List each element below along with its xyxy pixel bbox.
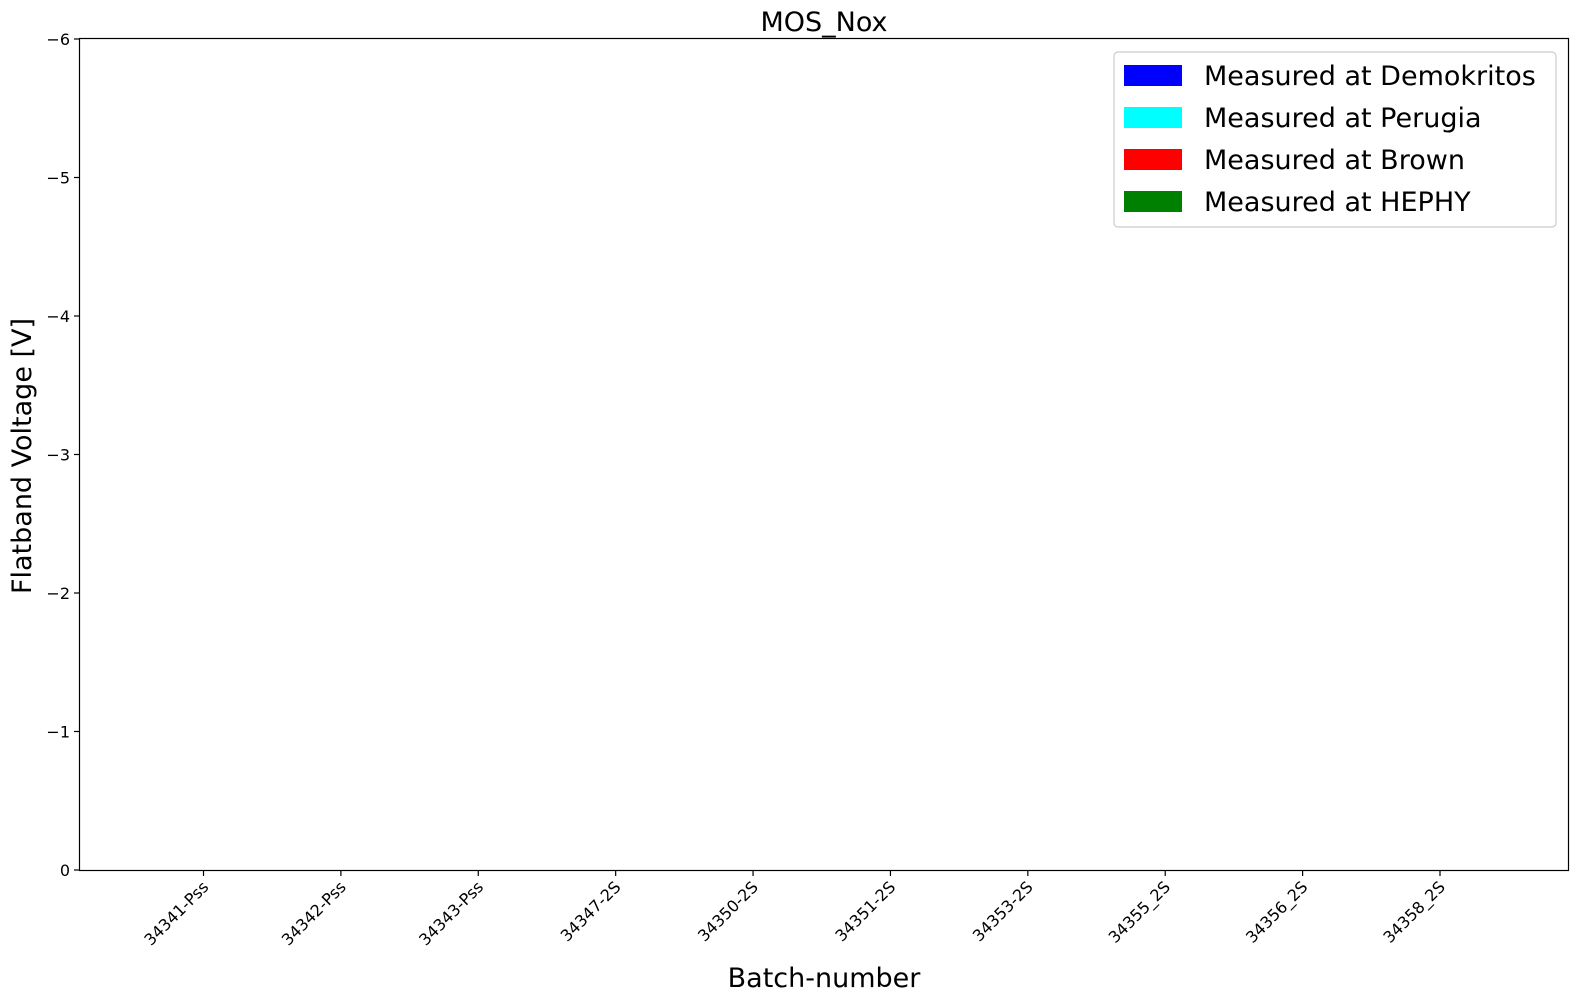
chart-title: MOS_Nox — [760, 7, 887, 38]
x-tick-label: 34342-Pss — [278, 877, 350, 949]
legend-label: Measured at Demokritos — [1204, 61, 1536, 92]
y-tick-label: −4 — [46, 307, 70, 326]
legend-swatch — [1124, 149, 1182, 170]
x-tick-label: 34358_2S — [1379, 877, 1449, 947]
x-axis: 34341-Pss 34342-Pss 34343-Pss 34347-2S 34350… — [140, 870, 1450, 949]
legend-label: Measured at HEPHY — [1204, 187, 1471, 218]
x-tick-label: 34350-2S — [694, 877, 762, 945]
x-tick-label: 34343-Pss — [415, 877, 487, 949]
y-tick-label: −1 — [46, 723, 70, 742]
legend-swatch — [1124, 107, 1182, 128]
y-axis-title: Flatband Voltage [V] — [7, 318, 38, 594]
y-tick-label: 0 — [60, 861, 70, 880]
legend-frame — [1113, 51, 1557, 228]
y-tick-label: −5 — [46, 169, 70, 188]
x-tick-label: 34355_2S — [1105, 877, 1175, 947]
y-tick-label: −6 — [46, 30, 70, 49]
y-tick-label: −3 — [46, 446, 70, 465]
x-tick-label: 34353-2S — [969, 877, 1037, 945]
legend-label: Measured at Perugia — [1204, 103, 1482, 134]
x-tick-label: 34356_2S — [1242, 877, 1312, 947]
legend-swatch — [1124, 191, 1182, 212]
y-axis: 0 −1 −2 −3 −4 −5 −6 — [46, 30, 80, 880]
x-tick-label: 34341-Pss — [140, 877, 212, 949]
legend-swatch — [1124, 65, 1182, 86]
x-tick-label: 34347-2S — [557, 877, 625, 945]
x-tick-label: 34351-2S — [831, 877, 899, 945]
x-axis-title: Batch-number — [728, 963, 922, 994]
legend: Measured at Demokritos Measured at Perugi… — [1113, 51, 1557, 228]
legend-label: Measured at Brown — [1204, 145, 1465, 176]
y-tick-label: −2 — [46, 584, 70, 603]
